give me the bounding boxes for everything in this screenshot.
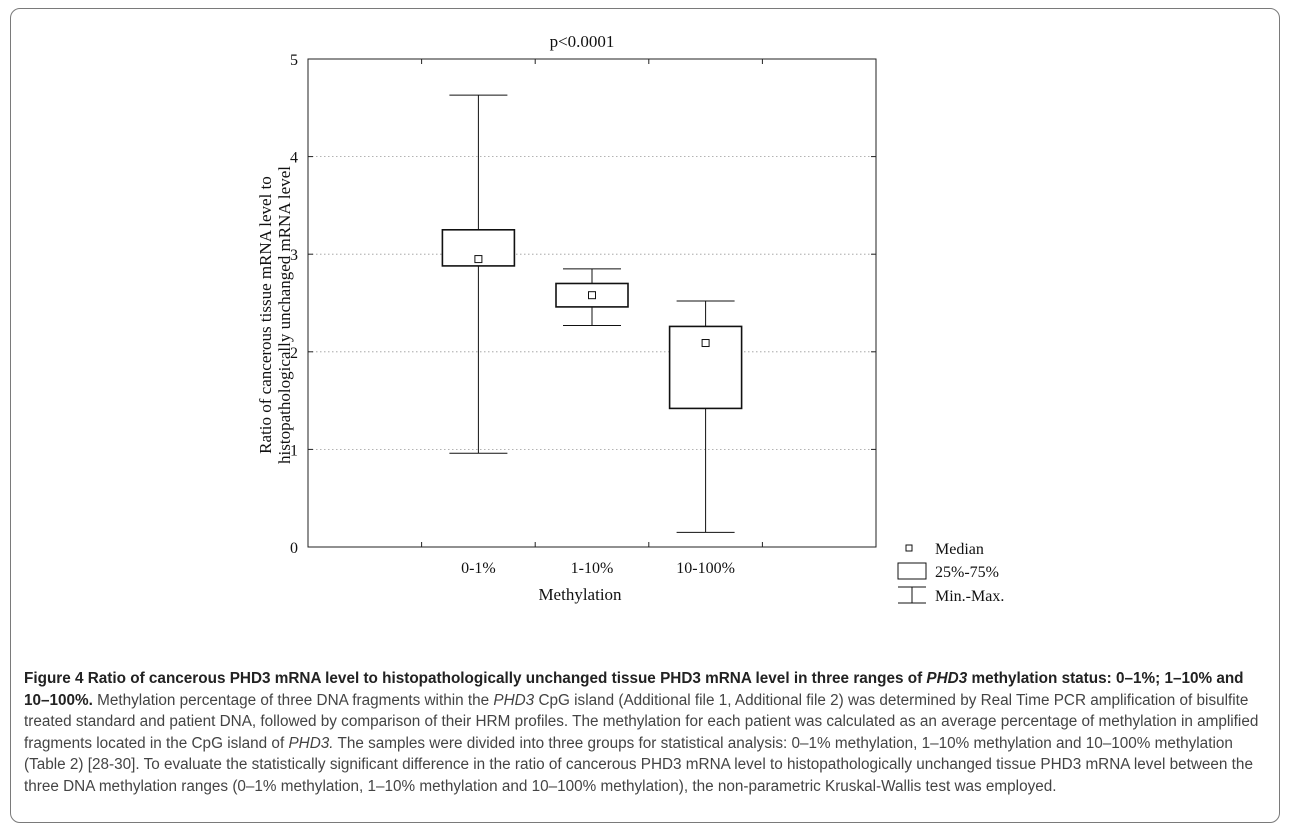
caption-title-text-end: methylation status: 0–1%; 1–10% and 10–1… (24, 670, 1244, 709)
legend-whisker-label: Min.-Max. (935, 588, 1004, 605)
iqr-box (668, 325, 743, 410)
caption-title-text: Figure 4 Ratio of cancerous PHD3 mRNA le… (24, 670, 927, 687)
figure-caption: Figure 4 Ratio of cancerous PHD3 mRNA le… (24, 668, 1272, 798)
box-plot-chart: 0 1 2 3 4 5 0-1% 1-10% 10-100% p<0.0001 Methyla… (256, 32, 1004, 605)
box-10-100% (668, 300, 743, 533)
y-tick-label: 2 (290, 345, 298, 362)
grid-lines (308, 156, 876, 450)
legend-whisker-symbol (898, 586, 926, 604)
legend-box-symbol (897, 562, 927, 580)
y-tick-label: 3 (290, 247, 298, 264)
caption-body-gene-2: PHD3. (288, 734, 334, 752)
y-tick-labels: 0 1 2 3 4 5 (290, 52, 298, 557)
median-marker (701, 339, 710, 348)
x-axis-label: Methylation (538, 585, 622, 604)
y-tick-label: 5 (290, 52, 298, 69)
legend: Median 25%-75% Min.-Max. (897, 541, 1004, 605)
y-axis-label: Ratio of cancerous tissue mRNA level to … (256, 166, 294, 464)
x-tick-labels: 0-1% 1-10% 10-100% (461, 560, 735, 577)
box-1-10% (555, 268, 629, 326)
box-0-1% (441, 94, 516, 454)
boxes (441, 94, 743, 533)
legend-median-label: Median (935, 541, 984, 558)
caption-body-text-1: Methylation percentage of three DNA frag… (92, 691, 494, 709)
y-tick-label: 4 (290, 150, 298, 167)
y-tick-label: 0 (290, 540, 298, 557)
axis-ticks (308, 58, 876, 548)
y-axis-label-line-2: histopathologically unchanged mRNA level (275, 166, 294, 464)
caption-body-text-2: CpG island (Additional file 1, Additiona… (24, 691, 1259, 752)
y-axis-label-line-1: Ratio of cancerous tissue mRNA level to (256, 176, 275, 454)
x-tick-label: 0-1% (461, 560, 496, 577)
plot-area-border (307, 58, 877, 548)
legend-box-label: 25%-75% (935, 564, 999, 581)
caption-body-gene-1: PHD3 (493, 691, 535, 709)
x-tick-label: 1-10% (571, 560, 614, 577)
median-marker (474, 255, 483, 264)
caption-title: Figure 4 Ratio of cancerous PHD3 mRNA le… (24, 670, 1244, 709)
caption-body-text-3: The samples were divided into three grou… (24, 734, 1253, 795)
caption-title-gene: PHD3 (926, 670, 968, 687)
y-tick-label: 1 (290, 442, 298, 459)
figure-frame (10, 8, 1280, 823)
legend-median-symbol (905, 544, 913, 552)
chart-title: p<0.0001 (550, 32, 615, 51)
median-marker (588, 291, 596, 300)
x-tick-label: 10-100% (676, 560, 735, 577)
